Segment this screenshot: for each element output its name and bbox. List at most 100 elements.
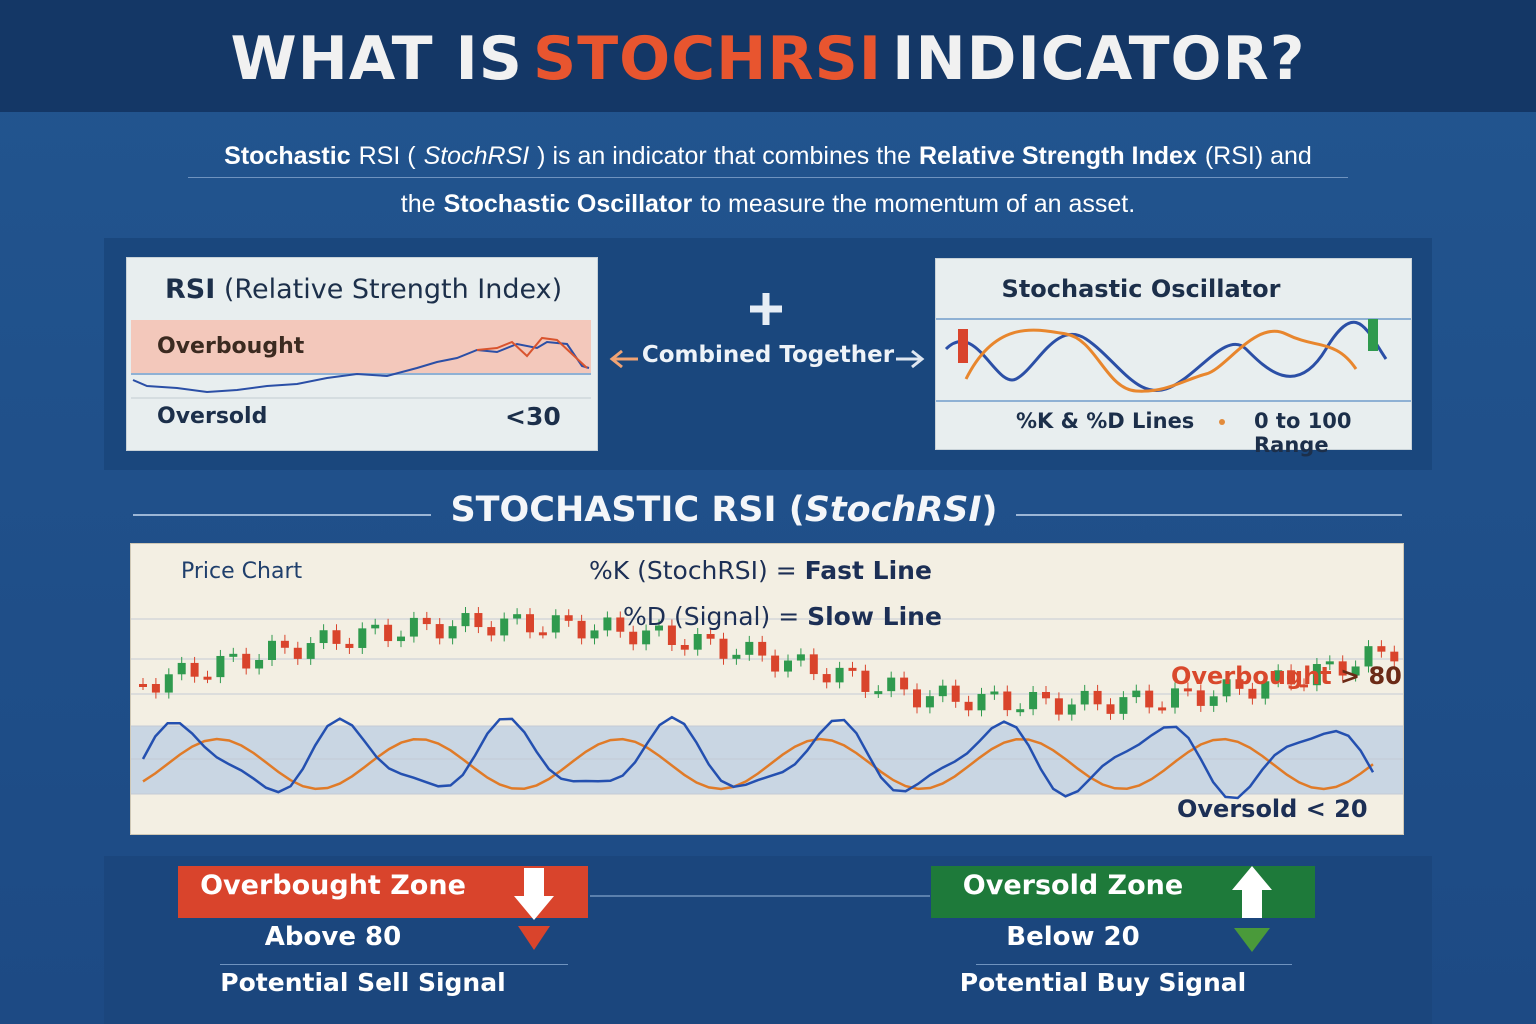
candle (1029, 691, 1038, 710)
candle (1338, 661, 1347, 676)
candle (1054, 698, 1063, 715)
intro-segment: Stochastic Oscillator (443, 190, 693, 218)
overbought-text: Overbought (1171, 662, 1332, 690)
candle (964, 701, 973, 711)
candle (358, 628, 367, 648)
intro-segment: RSI ( (358, 142, 416, 170)
candle (758, 641, 767, 656)
combine-label: Combined Together (641, 342, 895, 368)
stoch-title: Stochastic Oscillator (1001, 275, 1281, 303)
candle (190, 662, 199, 677)
candle (293, 647, 302, 659)
k-value: Fast Line (804, 556, 932, 585)
intro-segment: Stochastic (224, 142, 351, 170)
candle (280, 640, 289, 648)
overbought-zone (131, 320, 591, 374)
divider (188, 177, 1348, 178)
candle (887, 677, 896, 692)
candle (874, 691, 883, 695)
candle (693, 634, 702, 650)
divider (976, 964, 1292, 965)
candle (1171, 688, 1179, 708)
down-arrow (514, 868, 554, 920)
k-line (141, 715, 1375, 800)
candle (306, 643, 315, 659)
candle (1209, 696, 1218, 706)
candle (513, 614, 522, 619)
overbought-level: > 80 (1340, 662, 1402, 690)
candle (629, 631, 638, 645)
candle (590, 630, 599, 639)
candle (603, 617, 612, 631)
candle (835, 667, 844, 683)
candle (719, 638, 728, 659)
zone-title: Overbought Zone (200, 870, 466, 901)
candle (796, 654, 805, 661)
candle (745, 641, 754, 655)
candle (216, 655, 225, 678)
candle (526, 614, 534, 633)
divider (220, 964, 568, 965)
chart-graphic (131, 607, 1403, 800)
candle (732, 654, 741, 659)
rsi-panel: RSI (Relative Strength Index) Overbought… (126, 257, 598, 451)
candle (1222, 679, 1231, 697)
candle (151, 684, 160, 693)
candle (1158, 707, 1167, 711)
candle (1042, 691, 1050, 699)
candle (822, 674, 831, 683)
candle (1183, 688, 1192, 692)
zone-level: Above 80 (264, 922, 402, 952)
k-legend: %K (StochRSI) = Fast Line (589, 556, 932, 585)
candle (1287, 670, 1296, 685)
candle (809, 654, 818, 675)
candle (371, 624, 380, 629)
candle (958, 329, 968, 363)
candle (938, 685, 947, 697)
candle (577, 620, 586, 639)
candle (242, 653, 251, 669)
candle (1274, 670, 1283, 682)
grid (131, 618, 1403, 795)
candle (319, 630, 328, 644)
candle (164, 674, 173, 693)
candle (1368, 319, 1378, 351)
candle (784, 660, 792, 672)
rsi-subtitle: (Relative Strength Index) (223, 274, 563, 305)
candle (409, 617, 418, 637)
d-value: Slow Line (807, 602, 942, 631)
price-label: Price Chart (181, 559, 303, 584)
sell-banner (178, 866, 588, 918)
candle (435, 624, 444, 639)
combine-graphic (609, 293, 925, 369)
candle (655, 625, 663, 631)
candle (1119, 697, 1128, 714)
intro-line: Stochastic RSI (StochRSI) is an indicator… (0, 132, 1536, 180)
intro-segment: StochRSI (423, 142, 530, 170)
candle (1145, 690, 1154, 708)
d-line (964, 328, 1358, 393)
candle (1106, 704, 1115, 714)
oversold-label: Oversold (157, 404, 268, 429)
candle (345, 643, 354, 648)
candle (538, 632, 547, 636)
candle (255, 659, 264, 669)
candle (500, 618, 509, 636)
k-label: %K (StochRSI) = (589, 556, 797, 585)
candle (1016, 709, 1025, 713)
connector (590, 895, 930, 897)
section-title: STOCHASTIC RSI (StochRSI) (432, 490, 1016, 530)
intro-segment: Relative Strength Index (918, 142, 1197, 170)
overbought-label: Overbought (157, 334, 305, 359)
arrow-right (896, 349, 925, 369)
rsi-abbr: RSI (165, 274, 216, 305)
candle (1325, 661, 1334, 665)
intro-segment: to measure the momentum of an asset. (700, 190, 1136, 218)
candle (1132, 690, 1141, 698)
candle (203, 676, 212, 680)
rsi-hot-line (476, 336, 588, 369)
candle (384, 624, 393, 642)
candle (771, 655, 780, 672)
overbought-legend: Overbought > 80 (1171, 662, 1402, 690)
